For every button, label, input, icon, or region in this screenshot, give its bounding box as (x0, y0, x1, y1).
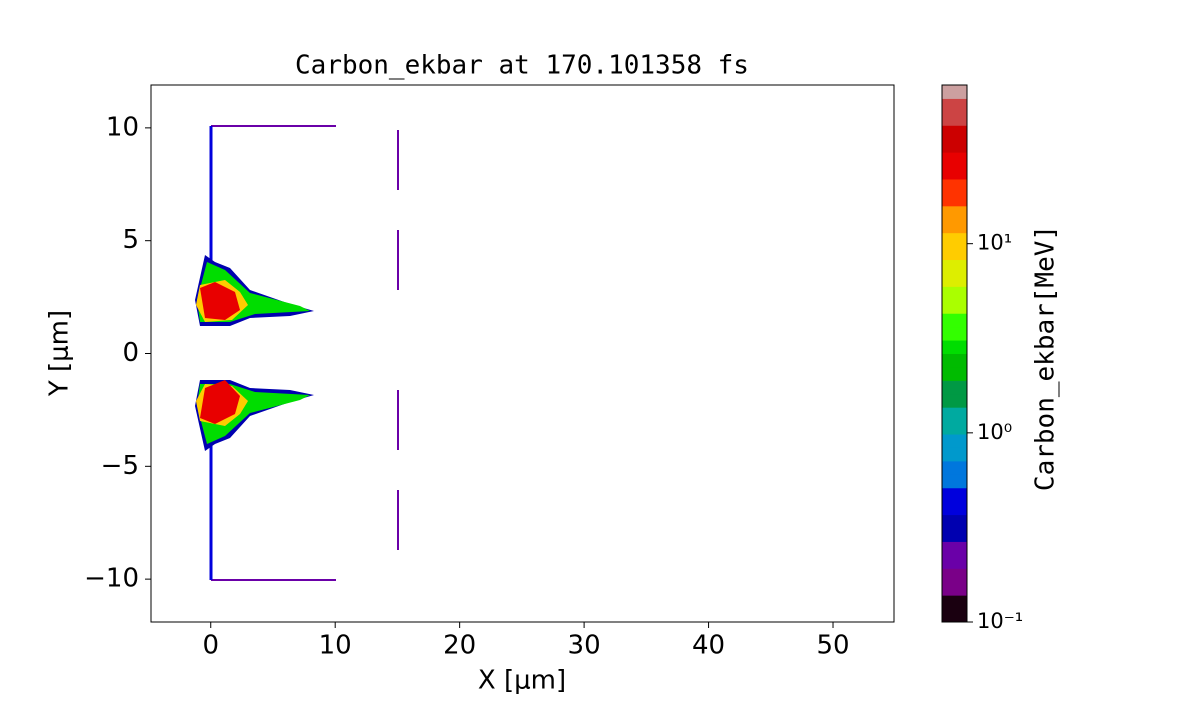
field-region (200, 282, 240, 320)
colorbar-band (942, 313, 967, 328)
colorbar-band (942, 353, 967, 368)
colorbar-band (942, 541, 967, 556)
colorbar-band (942, 98, 967, 113)
colorbar-band (942, 514, 967, 529)
colorbar-band (942, 474, 967, 489)
colorbar-band (942, 178, 967, 193)
y-tick-label: 0 (122, 338, 139, 368)
colorbar-band (942, 420, 967, 435)
chart-title: Carbon_ekbar at 170.101358 fs (295, 51, 749, 81)
y-tick-label: 5 (122, 225, 139, 255)
colorbar-band (942, 125, 967, 140)
colorbar-band (942, 326, 967, 341)
colorbar-band (942, 460, 967, 475)
colorbar-band (942, 272, 967, 287)
x-tick-label: 10 (319, 631, 352, 661)
colorbar-band (942, 608, 967, 623)
x-tick-label: 50 (816, 631, 849, 661)
colorbar-band (942, 554, 967, 569)
colorbar-band (942, 138, 967, 153)
colorbar-tick-label: 10⁰ (977, 420, 1012, 444)
colorbar-band (942, 568, 967, 583)
colorbar-band (942, 165, 967, 180)
colorbar-band (942, 528, 967, 542)
colorbar-band (942, 501, 967, 516)
x-tick-label: 0 (202, 631, 219, 661)
colorbar-band (942, 393, 967, 408)
colorbar-band (942, 152, 967, 167)
colorbar-band (942, 246, 967, 261)
colorbar-band (942, 366, 967, 381)
colorbar-band (942, 232, 967, 247)
y-tick-label: −10 (84, 564, 139, 594)
colorbar-band (942, 380, 967, 395)
colorbar-frame (941, 84, 968, 623)
colorbar-band (942, 192, 967, 207)
x-tick-label: 40 (692, 631, 725, 661)
colorbar-band (942, 111, 967, 126)
colorbar-tick-label: 10¹ (977, 231, 1012, 255)
colorbar-band (942, 85, 967, 99)
colorbar-band (942, 595, 967, 610)
colorbar-band (942, 581, 967, 596)
colorbar-band (942, 407, 967, 422)
x-tick-label: 20 (443, 631, 476, 661)
x-tick-label: 30 (568, 631, 601, 661)
colorbar-band (942, 447, 967, 462)
colorbar-band (942, 205, 967, 220)
colorbar-label: Carbon_ekbar[MeV] (1031, 225, 1061, 491)
y-tick-label: −5 (101, 451, 139, 481)
colorbar-band (942, 434, 967, 448)
field (195, 125, 399, 581)
colorbar-band (942, 286, 967, 301)
colorbar-band (942, 259, 967, 274)
plot-frame (150, 84, 895, 623)
y-axis-label: Y [μm] (45, 310, 75, 397)
colorbar-band (942, 487, 967, 502)
x-axis-label: X [μm] (478, 666, 566, 696)
colorbar-band (942, 299, 967, 314)
colorbar-band (942, 219, 967, 234)
y-tick-label: 10 (106, 112, 139, 142)
colorbar-band (942, 340, 967, 354)
colorbar-tick-label: 10⁻¹ (977, 609, 1023, 633)
field-region (200, 380, 240, 424)
